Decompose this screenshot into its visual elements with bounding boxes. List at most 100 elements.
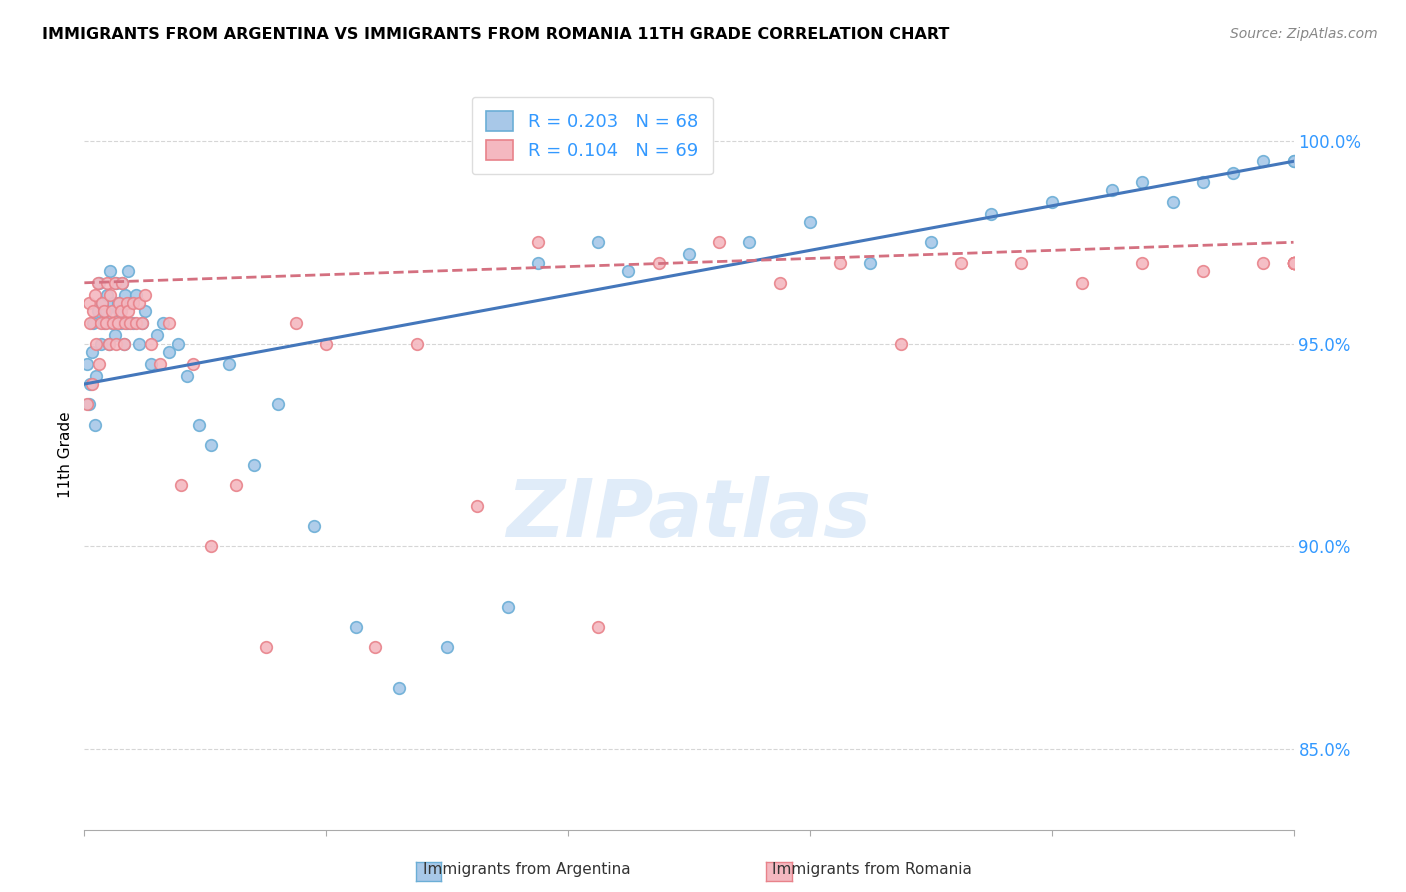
- Point: [98, 263, 121, 277]
- Text: IMMIGRANTS FROM ARGENTINA VS IMMIGRANTS FROM ROMANIA 11TH GRADE CORRELATION CHAR: IMMIGRANTS FROM ARGENTINA VS IMMIGRANTS …: [42, 27, 949, 42]
- Point: [1071, 276, 1094, 290]
- Point: [79, 316, 101, 330]
- Point: [125, 288, 148, 302]
- Point: [1282, 154, 1305, 169]
- Point: [107, 316, 129, 330]
- Point: [93, 316, 115, 330]
- Point: [104, 336, 127, 351]
- Point: [111, 276, 134, 290]
- Point: [890, 336, 912, 351]
- Point: [1282, 255, 1305, 269]
- Point: [1011, 255, 1033, 269]
- Point: [1282, 255, 1305, 269]
- Point: [496, 599, 519, 614]
- Point: [89, 357, 111, 371]
- Point: [134, 288, 156, 302]
- Point: [859, 255, 882, 269]
- Point: [346, 620, 368, 634]
- Point: [104, 276, 127, 290]
- Point: [920, 235, 942, 250]
- Point: [1282, 255, 1305, 269]
- Point: [79, 377, 101, 392]
- Point: [830, 255, 852, 269]
- Point: [1222, 166, 1244, 180]
- Point: [218, 357, 240, 371]
- Point: [950, 255, 973, 269]
- Point: [1161, 194, 1184, 209]
- Point: [83, 288, 105, 302]
- Point: [617, 263, 640, 277]
- Point: [80, 377, 103, 392]
- Point: [100, 304, 122, 318]
- Point: [139, 336, 162, 351]
- Point: [128, 336, 150, 351]
- Point: [254, 640, 277, 655]
- Point: [188, 417, 211, 432]
- Point: [125, 316, 148, 330]
- Point: [157, 316, 180, 330]
- Point: [157, 344, 180, 359]
- Point: [149, 357, 172, 371]
- Point: [225, 478, 247, 492]
- Point: [267, 397, 290, 411]
- Point: [167, 336, 190, 351]
- Point: [709, 235, 731, 250]
- Point: [799, 215, 821, 229]
- Text: ZIPatlas: ZIPatlas: [506, 475, 872, 554]
- Point: [121, 316, 143, 330]
- Point: [94, 304, 117, 318]
- Point: [90, 336, 112, 351]
- Point: [91, 296, 114, 310]
- Point: [527, 235, 550, 250]
- Point: [77, 296, 100, 310]
- Point: [131, 316, 153, 330]
- Point: [108, 296, 131, 310]
- Point: [77, 397, 100, 411]
- Point: [89, 276, 111, 290]
- Point: [200, 438, 222, 452]
- Point: [170, 478, 193, 492]
- Point: [1282, 154, 1305, 169]
- Point: [200, 539, 222, 553]
- Point: [115, 316, 138, 330]
- Point: [980, 207, 1002, 221]
- Point: [112, 336, 135, 351]
- Point: [1282, 255, 1305, 269]
- Point: [111, 276, 134, 290]
- Point: [406, 336, 429, 351]
- Point: [242, 458, 264, 472]
- Point: [1253, 154, 1275, 169]
- Text: Source: ZipAtlas.com: Source: ZipAtlas.com: [1230, 27, 1378, 41]
- Point: [97, 336, 120, 351]
- Point: [90, 316, 112, 330]
- Point: [131, 316, 153, 330]
- Point: [110, 316, 132, 330]
- Point: [588, 235, 610, 250]
- Point: [1282, 255, 1305, 269]
- Point: [1040, 194, 1063, 209]
- Point: [363, 640, 385, 655]
- Point: [107, 296, 129, 310]
- Point: [1282, 255, 1305, 269]
- Point: [769, 276, 792, 290]
- Text: Immigrants from Argentina: Immigrants from Argentina: [423, 863, 631, 877]
- Point: [114, 288, 136, 302]
- Point: [115, 296, 138, 310]
- Point: [104, 328, 127, 343]
- Point: [97, 336, 120, 351]
- Point: [302, 518, 325, 533]
- Point: [467, 499, 489, 513]
- Point: [315, 336, 337, 351]
- Point: [86, 368, 108, 383]
- Point: [436, 640, 458, 655]
- Point: [1192, 175, 1215, 189]
- Point: [86, 304, 108, 318]
- Point: [527, 255, 550, 269]
- Point: [94, 316, 117, 330]
- Point: [139, 357, 162, 371]
- Point: [117, 263, 139, 277]
- Legend: R = 0.203   N = 68, R = 0.104   N = 69: R = 0.203 N = 68, R = 0.104 N = 69: [472, 97, 713, 175]
- Point: [103, 296, 125, 310]
- Point: [648, 255, 671, 269]
- Point: [108, 304, 131, 318]
